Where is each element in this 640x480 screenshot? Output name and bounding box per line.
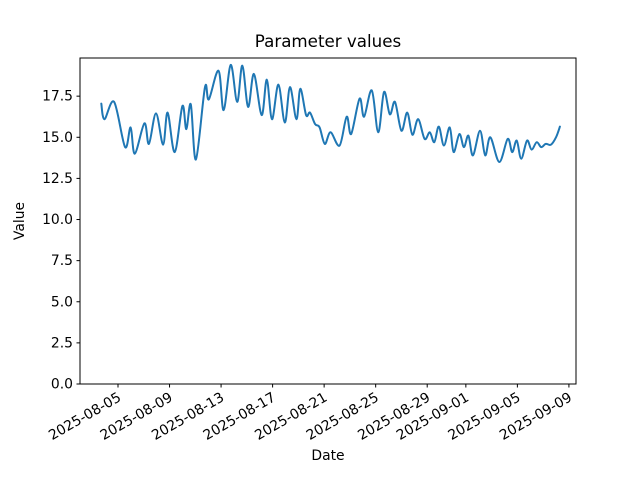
- plot-area: [79, 57, 577, 385]
- y-axis: 0.0 2.5 5.0 7.5 10.0 12.5 15.0 17.5: [42, 89, 80, 393]
- y-tick-label: 15.0: [42, 130, 73, 146]
- y-tick-label: 7.5: [51, 253, 73, 269]
- y-tick-label: 12.5: [42, 171, 73, 187]
- data-series-group: [100, 63, 561, 164]
- chart-title: Parameter values: [255, 31, 401, 51]
- y-tick-label: 10.0: [42, 212, 73, 228]
- x-axis-label: Date: [311, 448, 344, 464]
- y-tick-label: 2.5: [51, 335, 73, 351]
- series-line-parameter-values: [100, 63, 561, 164]
- y-axis-label: Value: [12, 202, 28, 240]
- y-tick-label: 5.0: [51, 294, 73, 310]
- x-axis: 2025-08-052025-08-092025-08-132025-08-17…: [46, 384, 575, 444]
- y-tick-label: 0.0: [51, 377, 73, 393]
- y-tick-label: 17.5: [42, 89, 73, 105]
